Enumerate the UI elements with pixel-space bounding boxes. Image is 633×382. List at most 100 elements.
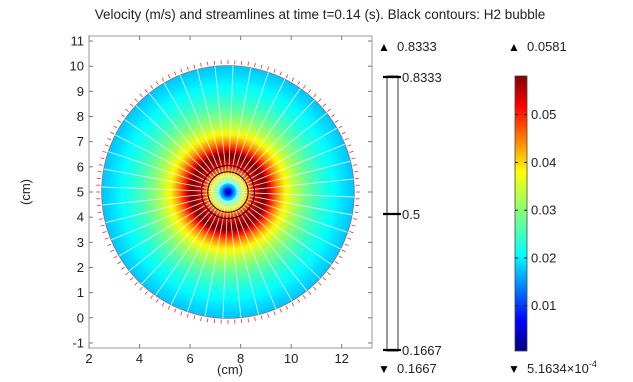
colorbar-tick-label: 0.01	[531, 298, 556, 313]
boundary-arrow	[261, 65, 262, 69]
boundary-arrow	[292, 78, 294, 81]
x-axis-label: (cm)	[217, 362, 243, 377]
x-tick-label: 6	[186, 351, 193, 366]
boundary-arrow	[174, 72, 176, 76]
y-tick-label: 7	[77, 134, 84, 149]
boundary-arrow	[248, 318, 249, 322]
y-tick-label: 9	[77, 84, 84, 99]
boundary-arrow	[114, 126, 117, 128]
y-tick-label: 8	[77, 109, 84, 124]
boundary-arrow	[350, 151, 354, 152]
contour-legend-mid-label: 0.5	[402, 207, 420, 222]
boundary-arrow	[323, 278, 326, 281]
boundary-arrow	[135, 282, 138, 285]
boundary-arrow	[280, 309, 282, 313]
boundary-arrow	[308, 291, 311, 294]
boundary-arrow	[331, 115, 334, 117]
boundary-arrow	[174, 309, 176, 313]
boundary-arrow	[261, 315, 262, 319]
boundary-arrow	[162, 78, 164, 81]
colorbar-tick-label: 0.02	[531, 250, 556, 265]
boundary-arrow	[121, 267, 124, 269]
contour-max-value: 0.8333	[397, 39, 437, 54]
boundary-arrow	[351, 158, 355, 159]
boundary-arrow	[318, 282, 321, 285]
color-min-exponent: -4	[589, 359, 597, 369]
boundary-arrow	[201, 63, 202, 67]
chart-title: Velocity (m/s) and streamlines at time t…	[95, 7, 546, 22]
colorbar-tick-label: 0.05	[531, 107, 556, 122]
y-tick-label: -1	[72, 335, 84, 350]
boundary-arrow	[342, 132, 346, 134]
boundary-arrow	[280, 72, 282, 76]
boundary-arrow	[292, 303, 294, 306]
boundary-arrow	[314, 287, 317, 290]
contour-min-value: 0.1667	[397, 361, 437, 376]
colorbar	[515, 76, 527, 351]
boundary-arrow	[194, 315, 195, 319]
boundary-arrow	[342, 250, 346, 252]
color-legend: ▲ 0.0581 0.050.040.030.020.01 ▼ 5.1634×1…	[508, 39, 597, 376]
boundary-arrow	[248, 62, 249, 66]
boundary-arrow	[105, 238, 109, 239]
boundary-arrow	[345, 244, 349, 246]
x-tick-label: 4	[136, 351, 143, 366]
boundary-arrow	[105, 145, 109, 146]
boundary-arrow	[323, 104, 326, 107]
boundary-arrow	[318, 99, 321, 102]
boundary-arrow	[181, 311, 182, 315]
boundary-arrow	[99, 165, 103, 166]
boundary-arrow	[140, 94, 143, 97]
x-tick-label: 12	[334, 351, 348, 366]
color-min-mantissa: 5.1634×10	[527, 361, 589, 376]
boundary-arrow	[335, 120, 338, 122]
boundary-arrow	[351, 225, 355, 226]
boundary-arrow	[255, 63, 256, 67]
boundary-arrow	[298, 81, 300, 84]
contour-legend-top-label: 0.8333	[402, 70, 442, 85]
boundary-arrow	[347, 238, 351, 239]
contour-legend: ▲ 0.8333 0.8333 0.5 0.1667 ▼ 0.1667	[378, 39, 442, 376]
boundary-arrow	[335, 262, 338, 264]
boundary-arrow	[267, 314, 268, 318]
boundary-arrow	[354, 171, 358, 172]
y-tick-label: 1	[77, 285, 84, 300]
y-axis-label: (cm)	[18, 179, 33, 205]
color-min-marker: ▼	[508, 362, 520, 376]
y-tick-label: 10	[70, 59, 84, 74]
boundary-arrow	[314, 94, 317, 97]
boundary-arrow	[99, 219, 103, 220]
y-tick-label: 2	[77, 260, 84, 275]
boundary-arrow	[126, 109, 129, 112]
boundary-arrow	[207, 318, 208, 322]
boundary-arrow	[345, 138, 349, 140]
boundary-arrow	[181, 69, 182, 73]
boundary-arrow	[207, 62, 208, 66]
y-tick-label: 3	[77, 235, 84, 250]
boundary-arrow	[327, 272, 330, 275]
boundary-arrow	[108, 138, 112, 140]
boundary-arrow	[150, 85, 152, 88]
boundary-arrow	[350, 232, 354, 233]
boundary-arrow	[150, 295, 152, 298]
y-tick-label: 5	[77, 185, 84, 200]
y-tick-label: 6	[77, 159, 84, 174]
boundary-arrow	[121, 115, 124, 117]
boundary-arrow	[108, 244, 112, 246]
y-tick-label: 4	[77, 210, 84, 225]
boundary-arrow	[130, 278, 133, 281]
x-tick-label: 10	[284, 351, 298, 366]
boundary-arrow	[117, 120, 120, 122]
boundary-arrow	[145, 90, 148, 93]
boundary-arrow	[145, 291, 148, 294]
colorbar-tick-label: 0.03	[531, 203, 556, 218]
boundary-arrow	[111, 132, 115, 134]
boundary-arrow	[98, 212, 102, 213]
color-max-value: 0.0581	[527, 39, 567, 54]
boundary-arrow	[130, 104, 133, 107]
colorbar-tick-label: 0.04	[531, 155, 556, 170]
boundary-arrow	[354, 212, 358, 213]
boundary-arrow	[168, 75, 170, 79]
contour-legend-bottom-label: 0.1667	[402, 343, 442, 358]
